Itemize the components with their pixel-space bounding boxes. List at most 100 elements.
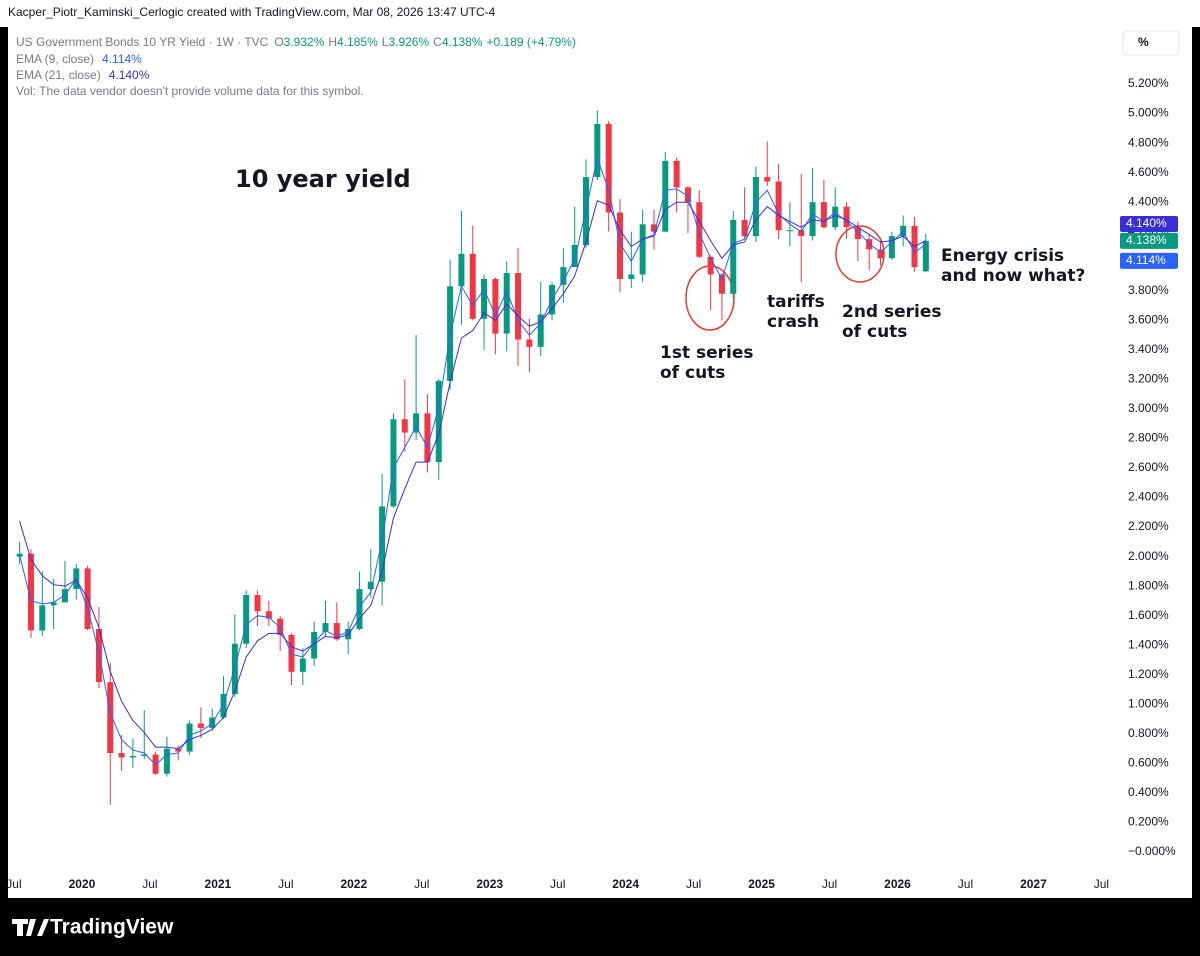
y-tick-label: 0.200% <box>1128 815 1169 829</box>
header-text: Kacper_Piotr_Kaminski_Cerlogic created w… <box>8 5 496 19</box>
y-tick-label: 3.000% <box>1128 401 1169 415</box>
y-tick-label: 1.000% <box>1128 696 1169 710</box>
x-tick-label: 2025 <box>748 877 775 891</box>
ohlc-value: 3.932% <box>284 35 325 49</box>
candle-body <box>684 187 691 203</box>
candle-body <box>854 227 861 240</box>
x-tick-label: Jul <box>278 877 293 891</box>
candle-body <box>492 278 499 334</box>
y-tick-label: 1.800% <box>1128 578 1169 592</box>
candle-body <box>129 755 136 758</box>
y-tick-label: 5.000% <box>1128 106 1169 120</box>
y-tick-label: 2.600% <box>1128 460 1169 474</box>
candle-body <box>413 413 420 433</box>
legend-title: US Government Bonds 10 YR Yield · 1W · T… <box>16 35 269 49</box>
x-tick-label: 2023 <box>476 877 503 891</box>
candle-body <box>118 753 125 758</box>
candle-body <box>526 339 533 347</box>
candle-body <box>752 177 759 237</box>
candle-body <box>560 267 567 285</box>
scale-button-label[interactable]: % <box>1138 35 1149 49</box>
x-tick-label: Jul <box>822 877 837 891</box>
y-tick-label: 3.400% <box>1128 342 1169 356</box>
annotation: crash <box>767 312 819 332</box>
price-badge <box>1120 252 1178 269</box>
price-badge <box>1120 216 1178 233</box>
x-tick-label: 2027 <box>1020 877 1047 891</box>
price-badge-label: 4.140% <box>1126 216 1167 230</box>
y-tick-label: 4.600% <box>1128 165 1169 179</box>
y-tick-label: 4.400% <box>1128 194 1169 208</box>
candle-body <box>571 244 578 268</box>
candle-body <box>424 413 431 463</box>
candle-body <box>922 240 929 272</box>
candle-body <box>61 589 68 603</box>
overlay-name: EMA (9, close) <box>16 52 94 66</box>
candle-body <box>435 380 442 463</box>
annotation: tariffs <box>767 292 825 312</box>
y-tick-label: 2.400% <box>1128 490 1169 504</box>
candle-body <box>662 160 669 232</box>
overlay-name: EMA (21, close) <box>16 68 101 82</box>
x-tick-label: Jul <box>550 877 565 891</box>
ohlc-value: 3.926% <box>388 35 429 49</box>
y-tick-label: 3.800% <box>1128 283 1169 297</box>
candle-body <box>718 274 725 294</box>
x-tick-label: Jul <box>142 877 157 891</box>
y-tick-label: 1.200% <box>1128 667 1169 681</box>
candle-body <box>696 202 703 257</box>
y-tick-label: 0.400% <box>1128 785 1169 799</box>
candle-body <box>95 628 102 683</box>
candle-body <box>639 224 646 275</box>
price-badge-label: 4.138% <box>1126 233 1167 247</box>
candle-body <box>458 253 465 287</box>
candle-body <box>809 202 816 237</box>
candle-body <box>866 239 873 250</box>
y-tick-label: 3.600% <box>1128 312 1169 326</box>
price-badge-label: 4.114% <box>1126 253 1166 267</box>
candle-body <box>367 581 374 590</box>
ohlc-value: 4.138% <box>442 35 483 49</box>
ohlc-letter: H <box>328 35 337 49</box>
logo: TradingView <box>12 916 174 939</box>
candle-body <box>390 419 397 507</box>
candle-body <box>843 206 850 228</box>
annotation: of cuts <box>842 322 907 342</box>
annotation: and now what? <box>941 266 1085 286</box>
candle-body <box>163 748 170 774</box>
candle-body <box>798 230 805 237</box>
y-tick-label: 2.000% <box>1128 549 1169 563</box>
candle-body <box>741 219 748 237</box>
candle-body <box>50 602 57 606</box>
scale-button[interactable] <box>1122 30 1180 56</box>
candle-body <box>311 631 318 659</box>
y-tick-label: 4.800% <box>1128 135 1169 149</box>
legend: EMA (9, close) 4.114% <box>16 52 142 66</box>
annotation: 1st series <box>660 343 754 363</box>
legend: US Government Bonds 10 YR Yield · 1W · T… <box>16 35 576 49</box>
ohlc-letter: O <box>274 35 283 49</box>
candle-body <box>594 123 601 178</box>
candle-body <box>503 273 510 334</box>
candle-body <box>707 256 714 275</box>
candle-body <box>243 595 250 644</box>
candle-body <box>197 723 204 728</box>
candle-body <box>356 589 363 629</box>
ema-line <box>19 200 927 750</box>
x-tick-label: Jul <box>686 877 701 891</box>
ohlc-letter: C <box>433 35 442 49</box>
candle-body <box>786 230 793 232</box>
candle-body <box>254 595 261 612</box>
x-tick-label: 2020 <box>69 877 96 891</box>
candle-body <box>832 206 839 228</box>
x-tick-label: Jul <box>6 877 21 891</box>
overlay-value: 4.140% <box>109 68 150 82</box>
candle-body <box>775 181 782 231</box>
x-tick-label: Jul <box>1094 877 1109 891</box>
x-tick-label: 2026 <box>884 877 911 891</box>
candle-body <box>650 224 657 232</box>
candle-body <box>673 160 680 188</box>
highlight-circle <box>835 225 885 283</box>
overlay-value: 4.114% <box>102 52 142 66</box>
